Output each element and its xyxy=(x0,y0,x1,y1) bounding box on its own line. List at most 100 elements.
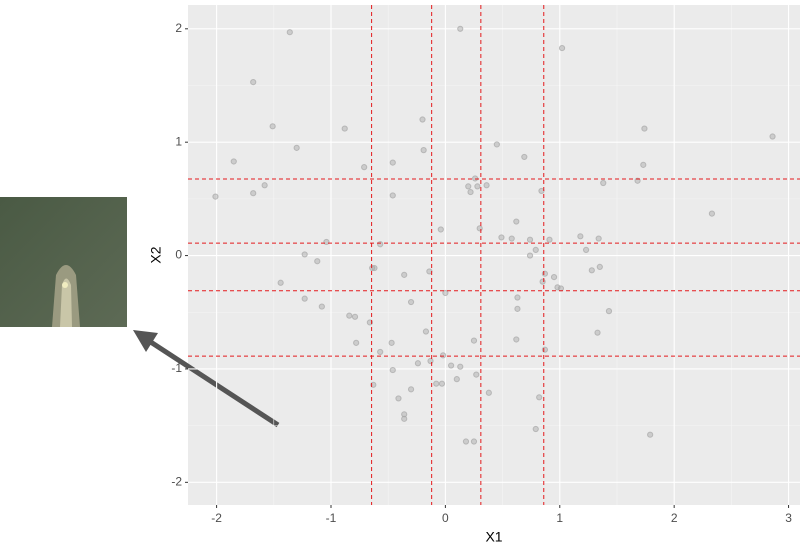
y-tick-label: 1 xyxy=(175,134,182,148)
point xyxy=(539,278,546,285)
point xyxy=(470,438,478,445)
point xyxy=(422,328,430,335)
point xyxy=(301,295,308,302)
point xyxy=(323,238,330,246)
point xyxy=(483,182,490,189)
point xyxy=(419,116,426,123)
point xyxy=(513,336,520,343)
point xyxy=(521,153,528,161)
point xyxy=(493,141,500,148)
point xyxy=(353,339,360,346)
point xyxy=(596,263,603,271)
point xyxy=(595,235,602,242)
point xyxy=(389,192,396,199)
point xyxy=(457,363,464,370)
point xyxy=(594,329,601,336)
point xyxy=(708,210,716,217)
plot-panel xyxy=(188,5,800,505)
point xyxy=(582,246,590,253)
point xyxy=(536,394,543,401)
point xyxy=(467,188,474,196)
point xyxy=(269,123,276,130)
point xyxy=(361,164,368,171)
point xyxy=(341,125,348,132)
point xyxy=(407,386,415,393)
point xyxy=(476,225,483,232)
point xyxy=(465,183,472,190)
point xyxy=(550,274,558,281)
point xyxy=(314,258,321,265)
y-tick-label: -2 xyxy=(171,474,182,488)
point xyxy=(462,438,470,445)
point xyxy=(448,362,455,369)
point xyxy=(377,348,384,356)
point xyxy=(377,241,384,248)
x-tick-label: 3 xyxy=(785,511,792,525)
x-tick-label: 1 xyxy=(556,511,563,525)
point xyxy=(401,415,408,422)
point xyxy=(600,179,607,187)
point xyxy=(532,425,539,433)
point xyxy=(473,371,480,378)
point xyxy=(513,218,520,225)
point xyxy=(546,236,553,243)
point xyxy=(212,193,219,200)
point xyxy=(508,235,515,242)
point xyxy=(250,78,257,86)
x-tick-label: 2 xyxy=(671,511,678,525)
point xyxy=(301,251,308,258)
point xyxy=(346,312,353,319)
point xyxy=(414,360,422,367)
point xyxy=(401,271,408,278)
point xyxy=(526,252,534,259)
point xyxy=(532,246,539,253)
point xyxy=(514,305,521,312)
point xyxy=(485,389,492,396)
point xyxy=(470,337,478,344)
point xyxy=(286,29,293,36)
point xyxy=(769,133,776,140)
y-tick-label: -1 xyxy=(171,361,182,375)
point xyxy=(293,144,300,151)
y-tick-label: 0 xyxy=(175,248,182,262)
point xyxy=(389,159,396,166)
point xyxy=(605,308,613,315)
point xyxy=(250,190,257,197)
point xyxy=(472,175,479,182)
point xyxy=(420,147,427,154)
point xyxy=(351,313,359,320)
point xyxy=(388,339,395,346)
point xyxy=(514,294,521,301)
x-tick-label: -2 xyxy=(211,511,222,525)
point xyxy=(439,352,447,359)
point xyxy=(647,431,654,438)
arrow xyxy=(141,334,280,428)
point xyxy=(371,264,378,272)
point xyxy=(453,376,460,383)
point xyxy=(407,298,415,306)
point xyxy=(457,25,464,32)
point xyxy=(437,226,444,233)
point xyxy=(438,380,446,387)
y-tick-label: 2 xyxy=(175,21,182,35)
point xyxy=(474,183,481,190)
y-axis-title: X2 xyxy=(148,246,164,263)
x-axis-title: X1 xyxy=(485,529,502,545)
point xyxy=(395,395,402,402)
point xyxy=(577,233,584,240)
point xyxy=(401,411,408,418)
x-tick-label: 0 xyxy=(442,511,449,525)
point xyxy=(541,270,549,277)
point xyxy=(230,158,237,165)
point xyxy=(541,346,549,353)
point xyxy=(427,357,434,365)
point xyxy=(588,267,595,274)
point xyxy=(640,161,647,168)
arrow-head xyxy=(133,330,158,352)
point xyxy=(389,366,396,374)
point xyxy=(498,234,505,241)
point xyxy=(442,289,449,297)
point xyxy=(261,182,268,189)
